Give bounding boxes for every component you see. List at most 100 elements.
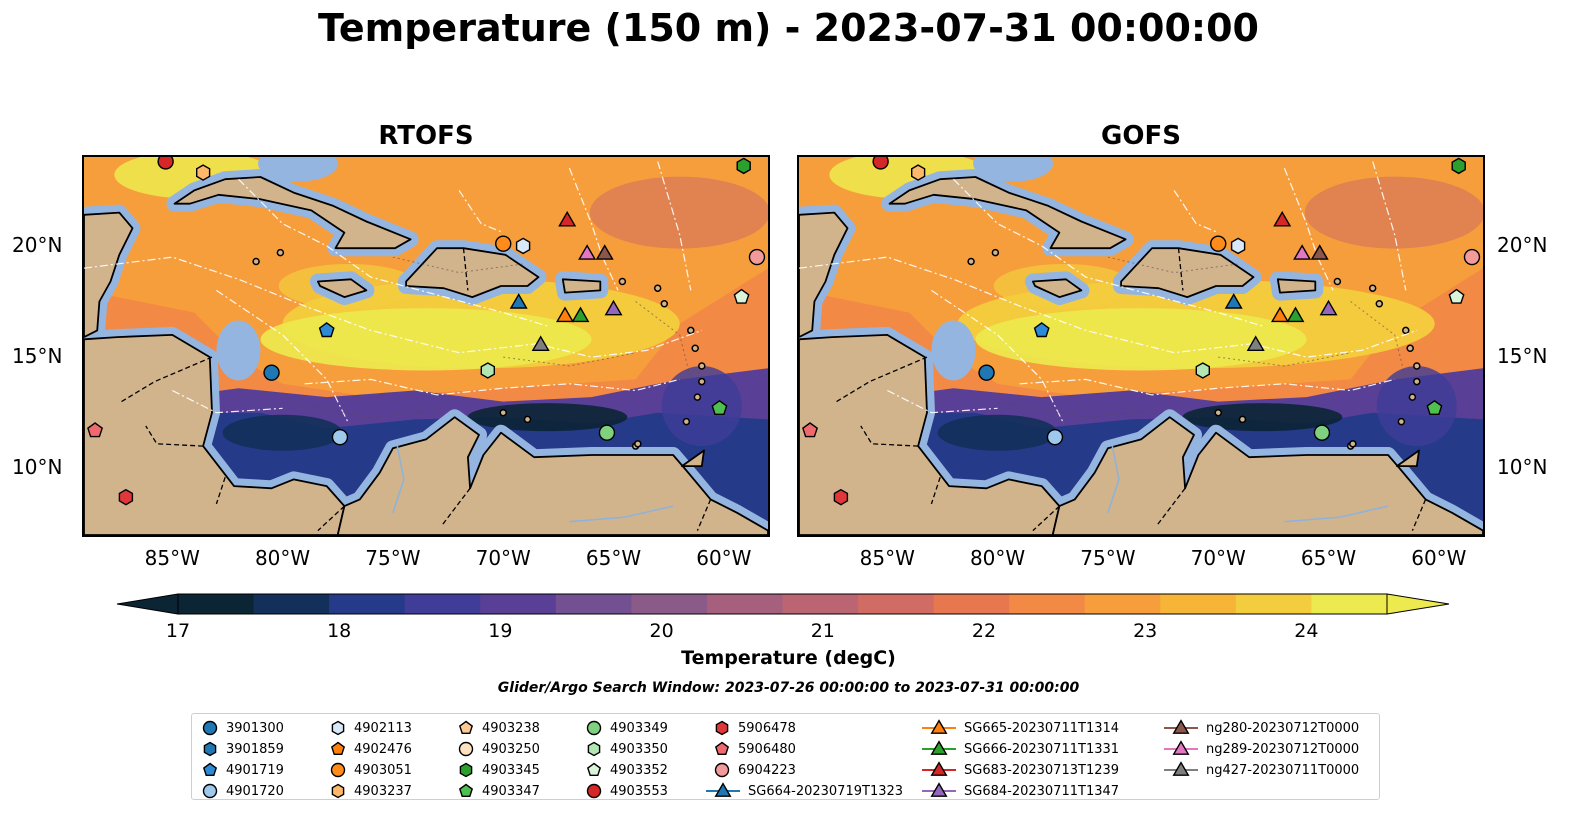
marker-3901300[interactable] — [978, 364, 995, 381]
map-panel-rtofs[interactable] — [82, 155, 770, 537]
legend-marker[interactable] — [459, 762, 473, 778]
map-panel-gofs[interactable] — [797, 155, 1485, 537]
marker-SG684-20230711T1347[interactable] — [604, 299, 623, 316]
colorbar-segment — [1160, 594, 1237, 614]
marker-SG666-20230711T1331[interactable] — [571, 306, 590, 323]
legend-marker[interactable] — [458, 741, 474, 757]
legend-glider-symbol — [1164, 719, 1198, 734]
legend-argo-symbol — [714, 762, 730, 778]
legend-marker[interactable] — [930, 782, 948, 797]
colorbar-segment — [404, 594, 481, 614]
legend-item: 4903238 — [458, 719, 540, 737]
marker-ng427-20230711T0000[interactable] — [531, 335, 550, 352]
marker-4903553[interactable] — [157, 157, 174, 170]
marker-ng280-20230712T0000[interactable] — [1310, 244, 1329, 260]
legend-marker[interactable] — [930, 719, 948, 734]
legend-marker[interactable] — [458, 783, 474, 798]
marker-4903349[interactable] — [598, 424, 616, 441]
marker-SG664-20230719T1323[interactable] — [509, 293, 528, 309]
marker-ng289-20230712T0000[interactable] — [578, 244, 597, 260]
marker-4903352[interactable] — [1448, 288, 1465, 304]
marker-4903237[interactable] — [910, 164, 926, 181]
legend-marker[interactable] — [715, 720, 729, 736]
marker-4903553[interactable] — [872, 157, 889, 170]
legend-marker[interactable] — [714, 782, 732, 797]
legend-label: 6904223 — [738, 762, 796, 778]
legend-marker[interactable] — [330, 762, 346, 778]
legend-argo-symbol — [586, 762, 602, 777]
legend-marker[interactable] — [930, 740, 948, 755]
marker-4903345[interactable] — [736, 157, 751, 175]
legend-marker[interactable] — [202, 720, 218, 736]
marker-5906480[interactable] — [87, 422, 104, 438]
marker-4903349[interactable] — [1313, 424, 1331, 441]
marker-4903350[interactable] — [480, 362, 495, 379]
marker-ng427-20230711T0000[interactable] — [1246, 335, 1265, 352]
colorbar-tick-label: 24 — [1294, 620, 1319, 642]
marker-5906478[interactable] — [833, 488, 849, 506]
marker-4903051[interactable] — [495, 235, 512, 252]
legend-argo-symbol — [458, 783, 474, 798]
lat-tick-label-right: 15°N — [1497, 344, 1548, 369]
marker-4902113[interactable] — [1230, 237, 1246, 255]
legend-label: SG683-20230713T1239 — [964, 762, 1120, 778]
legend-marker[interactable] — [714, 741, 730, 756]
legend-label: 4903553 — [610, 783, 668, 799]
lon-tick-label: 65°W — [1300, 546, 1357, 570]
colorbar-segment — [555, 594, 632, 614]
marker-6904223[interactable] — [1463, 248, 1481, 266]
marker-SG683-20230713T1239[interactable] — [558, 210, 577, 227]
legend-label: 5906478 — [738, 720, 796, 736]
legend-marker[interactable] — [202, 783, 218, 799]
legend: 3901300 3901859 4901719 4901720 4902113 49024… — [191, 713, 1380, 800]
legend-marker[interactable] — [587, 741, 601, 757]
legend-marker[interactable] — [930, 761, 948, 776]
legend-marker[interactable] — [586, 783, 602, 799]
marker-4903352[interactable] — [733, 288, 750, 304]
marker-4903347[interactable] — [711, 399, 728, 415]
marker-4903350[interactable] — [1195, 362, 1210, 379]
marker-4901720[interactable] — [331, 428, 349, 446]
legend-marker[interactable] — [1172, 719, 1190, 734]
marker-3901300[interactable] — [263, 364, 280, 381]
panel-title-gofs: GOFS — [1101, 121, 1181, 151]
marker-ng289-20230712T0000[interactable] — [1293, 244, 1312, 260]
marker-SG665-20230711T1314[interactable] — [1270, 306, 1290, 323]
marker-4903347[interactable] — [1426, 399, 1443, 415]
legend-marker[interactable] — [330, 741, 346, 756]
marker-5906480[interactable] — [802, 422, 819, 438]
legend-marker[interactable] — [714, 762, 730, 778]
marker-SG664-20230719T1323[interactable] — [1224, 293, 1243, 309]
legend-marker[interactable] — [458, 720, 474, 735]
legend-marker[interactable] — [586, 720, 602, 736]
marker-4901720[interactable] — [1046, 428, 1064, 446]
colorbar — [116, 593, 1450, 615]
marker-SG683-20230713T1239[interactable] — [1273, 210, 1292, 227]
legend-item: 4903347 — [458, 782, 540, 800]
marker-4902113[interactable] — [515, 237, 531, 255]
legend-marker[interactable] — [202, 762, 218, 777]
legend-label: 5906480 — [738, 741, 796, 757]
legend-marker[interactable] — [1172, 761, 1190, 776]
marker-SG665-20230711T1314[interactable] — [555, 306, 575, 323]
marker-4903051[interactable] — [1210, 235, 1227, 252]
legend-argo-symbol — [331, 720, 345, 736]
marker-4903345[interactable] — [1451, 157, 1466, 175]
legend-marker[interactable] — [586, 762, 602, 777]
marker-4903237[interactable] — [195, 164, 211, 181]
legend-item: ng427-20230711T0000 — [1164, 761, 1359, 779]
marker-4901719[interactable] — [318, 322, 335, 338]
legend-glider-symbol — [922, 782, 956, 797]
legend-marker[interactable] — [331, 783, 345, 799]
legend-marker[interactable] — [331, 720, 345, 736]
marker-4901719[interactable] — [1033, 322, 1050, 338]
marker-SG684-20230711T1347[interactable] — [1319, 299, 1338, 316]
marker-SG666-20230711T1331[interactable] — [1286, 306, 1305, 323]
legend-item: 4902476 — [330, 740, 412, 758]
legend-item: 6904223 — [714, 761, 796, 779]
legend-marker[interactable] — [1172, 740, 1190, 755]
marker-5906478[interactable] — [118, 488, 134, 506]
marker-ng280-20230712T0000[interactable] — [595, 244, 614, 260]
legend-marker[interactable] — [203, 741, 217, 757]
marker-6904223[interactable] — [748, 248, 766, 266]
